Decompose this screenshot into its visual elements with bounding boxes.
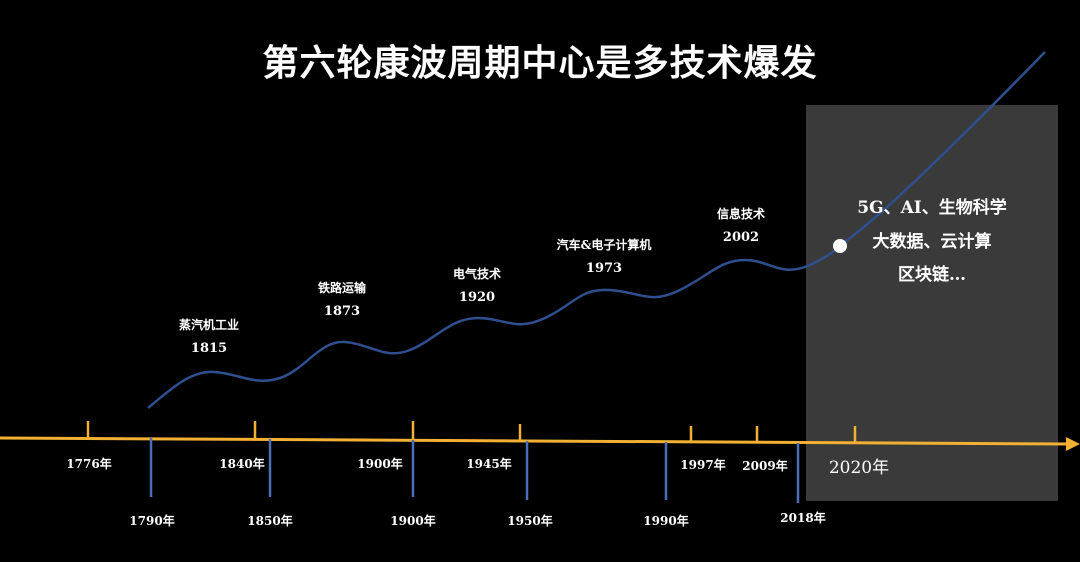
wave-label-auto-computer: 汽车&电子计算机 1973 [534, 236, 674, 276]
wave-year: 1973 [585, 261, 623, 276]
current-position-dot [833, 239, 847, 253]
lower-tick-label: 1790年 [129, 514, 175, 528]
wave-name: 电气技术 [452, 267, 501, 281]
wave-year: 2002 [722, 230, 760, 245]
upper-tick-label: 1776年 [66, 457, 112, 471]
wave-name: 蒸汽机工业 [178, 318, 239, 332]
wave-label-electric: 电气技术 1920 [407, 265, 547, 305]
upper-tick-label: 1840年 [219, 457, 265, 471]
lower-tick-label: 1950年 [507, 514, 553, 528]
lower-tick-label: 1900年 [390, 514, 436, 528]
wave-name: 铁路运输 [317, 281, 366, 295]
upper-tick-label: 1997年 [680, 458, 726, 472]
diagram-title: 第六轮康波周期中心是多技术爆发 [262, 42, 818, 84]
time-axis-line [0, 436, 1071, 446]
wave-label-railway: 铁路运输 1873 [272, 279, 412, 319]
lower-tick-label: 1990年 [643, 514, 689, 528]
wave-year: 1815 [190, 341, 228, 356]
future-tech-line-1: 5G、AI、生物科学 [857, 198, 1007, 218]
wave-label-it: 信息技术 2002 [671, 205, 811, 245]
upper-tick-label: 2009年 [742, 459, 788, 473]
lower-tick-label: 2018年 [780, 511, 826, 525]
wave-year: 1920 [458, 290, 496, 305]
future-tech-line-3: 区块链… [898, 265, 966, 285]
time-axis-arrowhead [1066, 437, 1080, 451]
wave-name: 信息技术 [716, 207, 765, 221]
upper-tick-label: 1900年 [357, 457, 403, 471]
wave-year: 1873 [323, 304, 361, 319]
lower-tick-label: 1850年 [247, 514, 293, 528]
upper-tick-label-current: 2020年 [828, 458, 890, 478]
future-highlight-box [806, 105, 1058, 501]
wave-name: 汽车&电子计算机 [556, 238, 652, 252]
wave-label-steam: 蒸汽机工业 1815 [139, 316, 279, 356]
upper-tick-label: 1945年 [466, 457, 512, 471]
future-tech-line-2: 大数据、云计算 [872, 232, 992, 252]
